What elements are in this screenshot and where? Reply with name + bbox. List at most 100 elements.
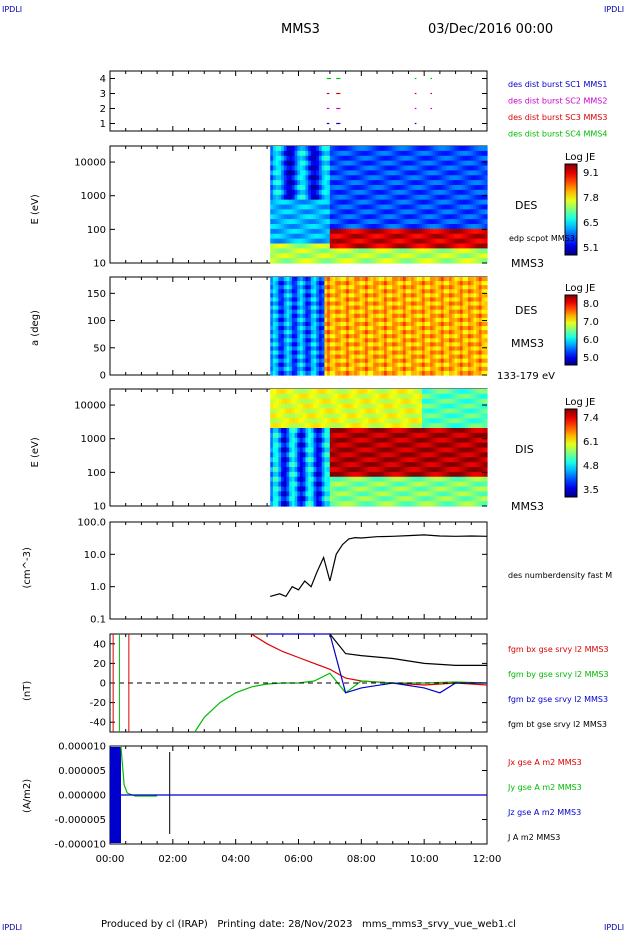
heat-cell <box>302 214 307 220</box>
heat-cell <box>308 224 312 230</box>
heat-cell <box>481 238 485 245</box>
heat-cell <box>356 155 361 162</box>
heat-cell <box>446 238 450 245</box>
heat-cell <box>411 233 415 240</box>
heat-cell <box>294 150 298 157</box>
heat-cell <box>476 170 480 176</box>
heat-cell <box>305 471 309 478</box>
heat-cell <box>332 313 336 319</box>
heat-cell <box>348 189 353 196</box>
heat-cell <box>373 238 377 245</box>
heat-cell <box>389 194 393 201</box>
heat-cell <box>283 358 288 364</box>
heat-cell <box>411 281 415 286</box>
heat-cell <box>302 370 307 376</box>
heat-cell <box>378 326 382 331</box>
heat-cell <box>473 321 477 327</box>
heat-cell <box>343 301 347 307</box>
heat-cell <box>400 199 404 206</box>
heat-cell <box>321 170 326 176</box>
heat-cell <box>310 285 315 290</box>
heat-cell <box>381 317 385 323</box>
heat-cell <box>402 243 407 249</box>
heat-cell <box>335 428 339 434</box>
heat-cell <box>340 209 344 215</box>
heat-cell <box>270 277 274 282</box>
heat-cell <box>435 317 439 323</box>
des-pitch-energy-range: 133-179 eV <box>497 371 555 382</box>
burst-legend-4: des dist burst SC4 MMS4 <box>508 130 607 139</box>
heat-cell <box>476 342 480 348</box>
heat-cell <box>446 248 450 254</box>
heat-cell <box>332 437 336 444</box>
heat-cell <box>449 281 453 286</box>
heat-cell <box>397 180 401 186</box>
heat-cell <box>289 248 293 254</box>
heat-cell <box>321 350 326 356</box>
heat-cell <box>281 338 285 343</box>
heat-cell <box>446 321 450 327</box>
heat-cell <box>421 189 426 196</box>
heat-cell <box>481 248 485 254</box>
heat-cell <box>470 305 475 311</box>
heat-cell <box>297 358 301 364</box>
heat-cell <box>370 301 374 307</box>
heat-cell <box>327 180 331 186</box>
heat-cell <box>294 346 298 352</box>
heat-cell <box>335 301 339 307</box>
heat-cell <box>283 471 288 478</box>
heat-cell <box>424 150 428 157</box>
des-energy-ytick-label: 10 <box>93 259 106 270</box>
heat-cell <box>419 277 423 282</box>
heat-cell <box>402 338 407 343</box>
heat-cell <box>397 146 401 152</box>
heat-cell <box>470 338 475 343</box>
heat-cell <box>408 214 412 220</box>
heat-cell <box>394 209 399 215</box>
heat-cell <box>346 418 350 424</box>
heat-cell <box>300 281 304 286</box>
heat-cell <box>459 170 464 176</box>
heat-cell <box>286 233 290 240</box>
heat-cell <box>362 413 366 419</box>
heat-cell <box>286 185 290 191</box>
heat-cell <box>348 408 353 414</box>
heat-cell <box>440 214 445 220</box>
heat-cell <box>278 408 282 414</box>
heat-cell <box>462 253 466 259</box>
heat-cell <box>459 248 464 254</box>
heat-cell <box>300 214 304 220</box>
heat-cell <box>443 334 447 339</box>
heat-cell <box>451 366 456 372</box>
heat-cell <box>365 393 369 400</box>
heat-cell <box>481 189 485 196</box>
heat-cell <box>375 258 380 264</box>
heat-cell <box>476 253 480 259</box>
heat-cell <box>286 277 290 282</box>
heat-cell <box>281 317 285 323</box>
heat-cell <box>470 185 475 191</box>
heat-cell <box>384 194 388 201</box>
heat-cell <box>291 467 296 473</box>
heat-cell <box>424 326 428 331</box>
heat-cell <box>348 467 353 473</box>
heat-cell <box>346 398 350 405</box>
heat-cell <box>443 305 447 311</box>
heat-cell <box>446 297 450 303</box>
heat-cell <box>332 194 336 201</box>
heat-cell <box>359 447 363 453</box>
heat-cell <box>432 228 437 235</box>
heat-cell <box>435 362 439 368</box>
heat-cell <box>430 155 434 162</box>
heat-cell <box>413 362 418 368</box>
heat-cell <box>419 281 423 286</box>
heat-cell <box>451 277 456 282</box>
heat-cell <box>362 165 366 171</box>
heat-cell <box>346 146 350 152</box>
heat-cell <box>313 362 317 368</box>
heat-cell <box>397 214 401 220</box>
heat-cell <box>278 289 282 294</box>
heat-cell <box>443 175 447 181</box>
heat-cell <box>400 350 404 356</box>
